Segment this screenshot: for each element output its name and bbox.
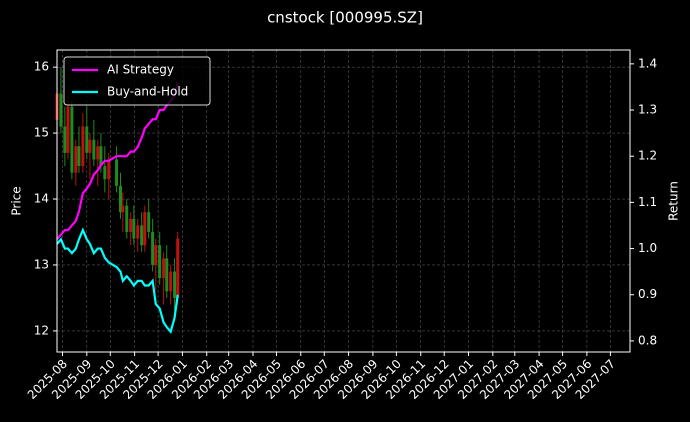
candle-body [88, 139, 92, 153]
candle-body [107, 159, 111, 180]
y-tick-label: 16 [34, 60, 49, 74]
candle-body [162, 258, 166, 279]
y-tick-label: 15 [34, 126, 49, 140]
candle-body [143, 212, 147, 246]
candle-body [136, 225, 140, 239]
candle-body [129, 218, 133, 232]
y-tick-label: 13 [34, 257, 49, 271]
candle-body [92, 139, 96, 160]
candle-body [96, 146, 100, 160]
y-tick-label: 12 [34, 323, 49, 337]
candle-body [173, 271, 177, 298]
candle-body [169, 271, 173, 292]
y-tick-label: 14 [34, 192, 49, 206]
y2-tick-label: 1.2 [638, 149, 657, 163]
candle-body [154, 245, 158, 265]
candle-body [81, 126, 85, 167]
legend-label: AI Strategy [107, 63, 174, 77]
candle-body [132, 218, 136, 239]
candle-body [151, 231, 155, 265]
y2-tick-label: 1.1 [638, 195, 657, 209]
candle-body [125, 205, 129, 232]
candle-body [74, 146, 78, 173]
candle-body [70, 106, 74, 173]
candle-body [85, 126, 89, 153]
candle-body [147, 212, 151, 232]
candle-body [66, 106, 70, 153]
candle-body [176, 238, 180, 298]
y2-tick-label: 0.9 [638, 287, 657, 301]
chart-title: cnstock [000995.SZ] [267, 9, 423, 27]
line-series [56, 227, 179, 334]
candle-body [99, 146, 103, 167]
candle-body [63, 126, 67, 153]
candle-body [77, 146, 81, 167]
legend-label: Buy-and-Hold [107, 85, 188, 99]
candle-body [158, 245, 162, 279]
y2-tick-label: 1.0 [638, 241, 657, 255]
line-series [56, 82, 179, 241]
candle-body [103, 166, 107, 180]
y2-tick-label: 0.8 [638, 333, 657, 347]
legend-box [63, 56, 211, 106]
candle-body [115, 159, 119, 186]
plot-frame [56, 49, 631, 353]
y-axis-label: Price [10, 186, 24, 215]
candle-body [165, 258, 169, 292]
y2-tick-label: 1.4 [638, 56, 657, 70]
y2-axis-label: Return [667, 181, 681, 221]
candle-body [140, 225, 144, 246]
candle-body [59, 93, 63, 127]
candle-body [121, 205, 125, 213]
candle-body [118, 185, 122, 213]
y2-tick-label: 1.3 [638, 103, 657, 117]
